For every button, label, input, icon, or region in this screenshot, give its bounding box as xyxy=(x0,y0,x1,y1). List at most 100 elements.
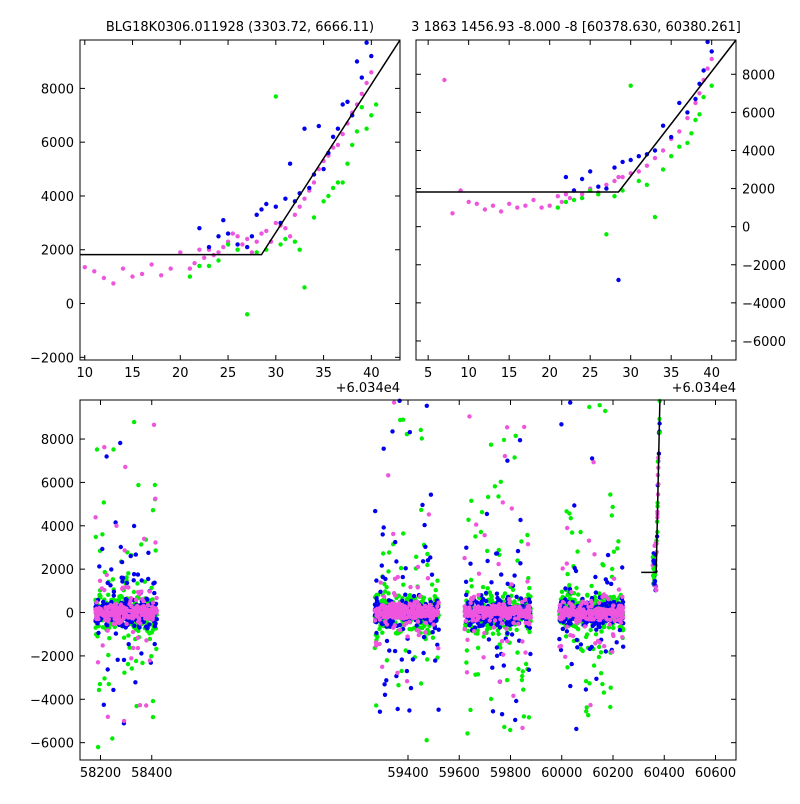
data-point xyxy=(375,608,380,613)
data-point xyxy=(611,576,617,581)
data-point xyxy=(515,616,521,621)
data-point xyxy=(480,584,486,590)
data-point xyxy=(405,596,410,601)
data-point xyxy=(589,456,595,461)
data-point xyxy=(104,572,110,578)
data-point xyxy=(612,617,617,623)
data-point xyxy=(493,604,498,609)
data-point xyxy=(705,39,710,45)
data-point xyxy=(151,422,157,427)
data-point xyxy=(576,627,581,632)
data-point xyxy=(652,148,658,153)
data-point xyxy=(520,725,525,731)
data-point xyxy=(418,681,424,686)
data-point xyxy=(335,142,341,148)
data-point xyxy=(254,239,259,244)
data-point xyxy=(652,581,657,586)
data-point xyxy=(507,201,512,206)
data-point xyxy=(100,643,105,648)
data-point xyxy=(520,639,525,644)
data-point xyxy=(106,616,112,622)
data-point xyxy=(423,630,428,635)
data-point xyxy=(526,576,531,581)
data-point xyxy=(463,623,468,628)
data-point xyxy=(414,554,419,559)
data-point xyxy=(603,577,608,582)
data-point xyxy=(574,637,579,643)
data-point xyxy=(139,578,144,583)
y-tick-label: 0 xyxy=(66,298,74,313)
data-point xyxy=(513,433,518,438)
data-point xyxy=(505,458,510,463)
y-tick-label: −2000 xyxy=(30,650,74,665)
y-tick-label: −2000 xyxy=(742,259,786,274)
data-point xyxy=(616,617,621,623)
data-point xyxy=(502,453,508,459)
data-point xyxy=(96,687,102,693)
data-point xyxy=(463,579,469,584)
data-point xyxy=(152,580,157,585)
data-point xyxy=(525,532,530,538)
data-point xyxy=(593,590,599,595)
data-point xyxy=(475,617,480,623)
data-point xyxy=(134,703,139,709)
data-point xyxy=(407,619,412,625)
data-point xyxy=(145,625,150,630)
data-point xyxy=(591,617,596,622)
x-tick-label: 15 xyxy=(501,366,518,381)
data-point xyxy=(430,607,435,612)
data-point xyxy=(131,572,137,577)
data-point xyxy=(620,610,625,615)
data-point xyxy=(401,531,406,536)
data-point xyxy=(391,591,397,596)
data-point xyxy=(135,614,140,619)
y-tick-label: 2000 xyxy=(41,244,74,259)
data-point xyxy=(403,592,408,597)
data-point xyxy=(408,685,414,691)
data-point xyxy=(572,565,577,571)
x-tick-label: 40 xyxy=(363,366,380,381)
data-point xyxy=(464,592,469,598)
data-point xyxy=(96,616,101,622)
data-point xyxy=(701,94,706,100)
data-point xyxy=(321,166,326,172)
data-point xyxy=(481,655,486,660)
data-point xyxy=(652,214,658,220)
data-point xyxy=(621,644,626,649)
data-point xyxy=(463,608,468,613)
data-point xyxy=(611,549,617,554)
data-point xyxy=(522,424,527,430)
data-point xyxy=(127,645,132,650)
data-point xyxy=(350,142,355,148)
data-point xyxy=(515,548,521,554)
data-point xyxy=(245,236,250,242)
data-point xyxy=(421,634,427,640)
data-point xyxy=(429,611,434,616)
data-point xyxy=(494,645,500,650)
data-point xyxy=(124,580,130,586)
data-point xyxy=(600,609,606,615)
data-point xyxy=(564,561,569,566)
data-point xyxy=(104,454,109,459)
data-point xyxy=(511,693,516,698)
data-point xyxy=(579,192,585,197)
bottom-x-ticks: 58200 58400 59400 59600 59800 60000 60200 60400… xyxy=(80,400,736,781)
data-point xyxy=(311,215,317,220)
data-point xyxy=(415,606,421,611)
data-point xyxy=(685,110,690,115)
data-point xyxy=(474,522,479,527)
data-point xyxy=(485,611,491,616)
data-point xyxy=(588,169,593,174)
data-point xyxy=(123,584,129,590)
data-point xyxy=(405,634,410,639)
data-point xyxy=(403,566,408,571)
data-point xyxy=(498,479,503,484)
data-point xyxy=(382,692,388,697)
data-point xyxy=(620,594,625,599)
data-point xyxy=(146,613,151,618)
y-tick-label: −4000 xyxy=(30,693,74,708)
data-point xyxy=(414,628,420,633)
data-point xyxy=(415,585,420,590)
data-point xyxy=(297,247,302,252)
data-point xyxy=(400,574,405,580)
